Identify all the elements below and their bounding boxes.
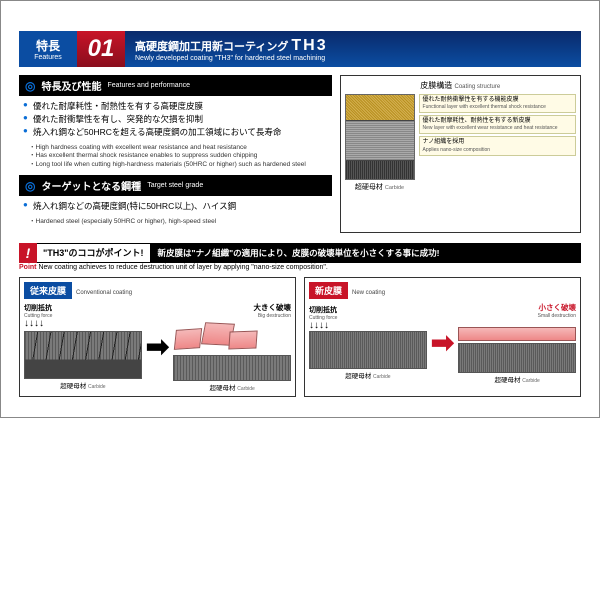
header-bar: 特長 Features 01 高硬度鋼加工用新コーティング TH3 Newly …	[19, 31, 581, 67]
features-jp: 特長	[36, 37, 60, 54]
dest-label: 大きく破壊 Big destruction	[173, 302, 291, 319]
panel-new: 新皮膜 New coating 切削抵抗 Cutting force ↓↓↓↓ …	[304, 277, 581, 397]
point-sub: Point New coating achieves to reduce des…	[19, 264, 581, 271]
section1-title-en: Features and performance	[107, 82, 190, 89]
substrate-fine	[458, 343, 576, 373]
point-black: 新皮膜は"ナノ組織"の適用により、皮膜の破壊単位を小さくする事に成功!	[150, 243, 581, 263]
label-box: 優れた耐熱衝撃性を有する機能皮膜 Functional layer with e…	[419, 94, 576, 113]
point-mark: !	[19, 243, 37, 263]
panel-conventional: 従来皮膜 Conventional coating 切削抵抗 Cutting f…	[19, 277, 296, 397]
title-en: Newly developed coating "TH3" for harden…	[135, 55, 581, 62]
substrate	[173, 355, 291, 381]
number-badge: 01	[77, 31, 125, 67]
title-box: 高硬度鋼加工用新コーティング TH3 Newly developed coati…	[125, 31, 581, 67]
coating-labels: 優れた耐熱衝撃性を有する機能皮膜 Functional layer with e…	[419, 94, 576, 192]
section1-title-jp: 特長及び性能	[41, 78, 101, 93]
section2-bullets: 焼入れ鋼などの高硬度鋼(特に50HRC以上)、ハイス鋼	[19, 200, 332, 212]
carbide-label: 超硬母材 Carbide	[309, 370, 427, 380]
section2-title-jp: ターゲットとなる鋼種	[41, 178, 141, 193]
panel-b-head: 新皮膜 New coating	[309, 282, 576, 302]
arrow-right-icon: ➡	[431, 326, 454, 359]
dest-label: 小さく破壊 Small destruction	[458, 302, 576, 319]
point-bar: ! "TH3"のココがポイント! 新皮膜は"ナノ組織"の適用により、皮膜の破壊単…	[19, 243, 581, 263]
before-block: 切削抵抗 Cutting force ↓↓↓↓ 超硬母材 Carbide	[309, 305, 427, 380]
label-box: ナノ組織を採用 Applies nano-size composition	[419, 136, 576, 155]
section2-title-en: Target steel grade	[147, 182, 203, 189]
layer-functional	[346, 95, 414, 121]
features-en: Features	[34, 54, 62, 61]
layer-new	[346, 121, 414, 161]
bullet-icon: ◎	[25, 79, 35, 93]
section2-bar: ◎ ターゲットとなる鋼種 Target steel grade	[19, 175, 332, 196]
arrow-down-icon: ↓↓↓↓	[24, 319, 142, 329]
arrow-right-icon: ➡	[146, 330, 169, 363]
carbide-label: 超硬母材 Carbide	[173, 382, 291, 392]
carbide-label: 超硬母材 Carbide	[24, 380, 142, 390]
comparison-row: 従来皮膜 Conventional coating 切削抵抗 Cutting f…	[19, 277, 581, 397]
substrate	[24, 331, 142, 379]
title-jp: 高硬度鋼加工用新コーティング TH3	[135, 37, 581, 55]
cut-label: 切削抵抗 Cutting force	[309, 305, 427, 321]
coating-stack	[345, 94, 415, 180]
panel-b-diagram: 切削抵抗 Cutting force ↓↓↓↓ 超硬母材 Carbide ➡ 小…	[309, 302, 576, 384]
bullet: 焼入れ鋼など50HRCを超える高硬度鋼の加工領域において長寿命	[23, 126, 332, 138]
bullet-icon: ◎	[25, 179, 35, 193]
bullet: 焼入れ鋼などの高硬度鋼(特に50HRC以上)、ハイス鋼	[23, 200, 332, 212]
after-block: 小さく破壊 Small destruction 超硬母材 Carbide	[458, 302, 576, 384]
section2-notes: ・Hardened steel (especially 50HRC or hig…	[19, 218, 332, 226]
bullet: 優れた耐衝撃性を有し、突発的な欠損を抑制	[23, 113, 332, 125]
before-block: 切削抵抗 Cutting force ↓↓↓↓ 超硬母材 Carbide	[24, 303, 142, 390]
section1-bar: ◎ 特長及び性能 Features and performance	[19, 75, 332, 96]
arrow-down-icon: ↓↓↓↓	[309, 321, 427, 331]
small-destruction	[458, 327, 576, 341]
coating-structure: 皮膜構造 Coating structure 超硬母材 Carbide	[340, 75, 581, 233]
carbide-label: 超硬母材 Carbide	[458, 374, 576, 384]
destruction-chunks	[173, 319, 291, 353]
after-block: 大きく破壊 Big destruction 超硬母材 Carbide	[173, 302, 291, 392]
coating-diagram: 超硬母材 Carbide 優れた耐熱衝撃性を有する機能皮膜 Functional…	[345, 94, 576, 192]
coating-title: 皮膜構造 Coating structure	[345, 80, 576, 91]
page: 特長 Features 01 高硬度鋼加工用新コーティング TH3 Newly …	[0, 0, 600, 418]
section1-notes: ・High hardness coating with excellent we…	[19, 144, 332, 169]
panel-a-diagram: 切削抵抗 Cutting force ↓↓↓↓ 超硬母材 Carbide ➡ 大…	[24, 302, 291, 392]
substrate-fine	[309, 331, 427, 369]
cut-label: 切削抵抗 Cutting force	[24, 303, 142, 319]
point-mid: "TH3"のココがポイント!	[37, 243, 150, 263]
label-box: 優れた耐摩耗性、耐熱性を有する新皮膜 New layer with excell…	[419, 115, 576, 134]
layer-carbide	[346, 161, 414, 179]
row-features: ◎ 特長及び性能 Features and performance 優れた耐摩耗…	[19, 75, 581, 233]
carbide-label: 超硬母材 Carbide	[345, 182, 415, 192]
coating-stack-wrap: 超硬母材 Carbide	[345, 94, 415, 192]
left-column: ◎ 特長及び性能 Features and performance 優れた耐摩耗…	[19, 75, 332, 233]
bullet: 優れた耐摩耗性・耐熱性を有する高硬度皮膜	[23, 100, 332, 112]
features-badge: 特長 Features	[19, 31, 77, 67]
section1-bullets: 優れた耐摩耗性・耐熱性を有する高硬度皮膜 優れた耐衝撃性を有し、突発的な欠損を抑…	[19, 100, 332, 138]
panel-a-head: 従来皮膜 Conventional coating	[24, 282, 291, 302]
